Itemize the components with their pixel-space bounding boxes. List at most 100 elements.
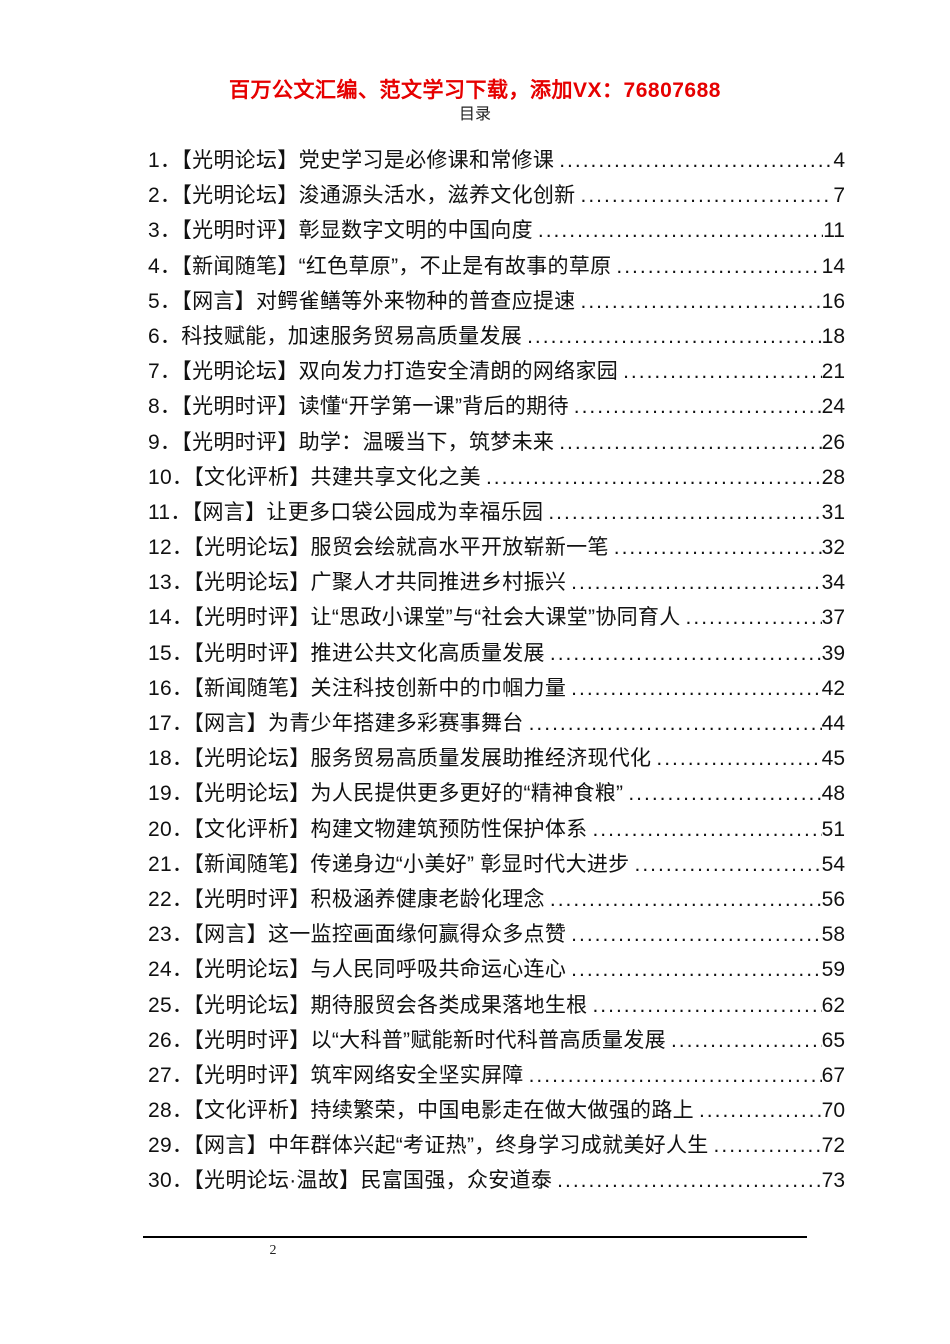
toc-entry-title: 19．【光明论坛】为人民提供更多更好的“精神食粮” [148,782,624,806]
dot-leader [569,389,822,424]
dot-leader [566,671,821,706]
toc-entry-title: 5．【网言】对鳄雀鳝等外来物种的普查应提速 [148,289,576,313]
toc-entry[interactable]: 23．【网言】这一监控画面缘何赢得众多点赞 58 [148,917,845,952]
toc-entry-page: 70 [821,1099,845,1123]
dot-leader [566,952,821,987]
toc-entry[interactable]: 6．科技赋能，加速服务贸易高质量发展 18 [148,319,845,354]
toc-entry-page: 65 [821,1028,845,1052]
toc-entry[interactable]: 24．【光明论坛】与人民同呼吸共命运心连心 59 [148,952,845,987]
dot-leader [552,1163,821,1198]
dot-leader [533,213,823,248]
toc-entry-title: 10．【文化评析】共建共享文化之美 [148,465,481,489]
toc-heading: 目录 [458,106,491,123]
toc-entry-title: 25．【光明论坛】期待服贸会各类成果落地生根 [148,993,588,1017]
toc-entry-page: 4 [833,149,845,172]
toc-entry[interactable]: 8．【光明时评】读懂“开学第一课”背后的期待 24 [148,389,845,424]
toc-entry[interactable]: 20．【文化评析】构建文物建筑预防性保护体系 51 [148,812,845,847]
toc-entry-page: 28 [821,465,845,489]
toc-entry[interactable]: 16．【新闻随笔】关注科技创新中的巾帼力量 42 [148,671,845,706]
toc-entry-title: 1．【光明论坛】党史学习是必修课和常修课 [148,149,555,172]
dot-leader [545,636,822,671]
toc-entry[interactable]: 17．【网言】为青少年搭建多彩赛事舞台 44 [148,706,845,741]
toc-entry-page: 39 [821,641,845,665]
toc-entry[interactable]: 10．【文化评析】共建共享文化之美 28 [148,460,845,495]
toc-entry[interactable]: 4．【新闻随笔】“红色草原”，不止是有故事的草原 14 [148,249,845,284]
dot-leader [618,354,822,389]
toc-entry-page: 42 [821,676,845,700]
toc-entry[interactable]: 28．【文化评析】持续繁荣，中国电影走在做大做强的路上 70 [148,1093,845,1128]
toc-entry-title: 2．【光明论坛】浚通源头活水，滋养文化创新 [148,184,576,208]
dot-leader [709,1128,822,1163]
dot-leader [554,425,821,460]
toc-entry-title: 12．【光明论坛】服贸会绘就高水平开放崭新一笔 [148,536,609,560]
toc-entry[interactable]: 27．【光明时评】筑牢网络安全坚实屏障 67 [148,1058,845,1093]
toc-entry-title: 3．【光明时评】彰显数字文明的中国向度 [148,219,533,243]
footer-divider-line [143,1236,807,1238]
footer-page-number: 2 [269,1243,277,1258]
toc-entry-title: 4．【新闻随笔】“红色草原”，不止是有故事的草原 [148,254,612,278]
toc-entry-page: 14 [821,254,845,278]
toc-entry[interactable]: 14．【光明时评】让“思政小课堂”与“社会大课堂”协同育人 37 [148,600,845,635]
dot-leader [694,1093,822,1128]
dot-leader [522,319,822,354]
toc-entry-title: 23．【网言】这一监控画面缘何赢得众多点赞 [148,923,567,947]
dot-leader [681,600,822,635]
toc-entry-title: 8．【光明时评】读懂“开学第一课”背后的期待 [148,395,569,419]
toc-entry[interactable]: 3．【光明时评】彰显数字文明的中国向度 11 [148,213,845,248]
toc-entry[interactable]: 30．【光明论坛·温故】民富国强，众安道泰 73 [148,1163,845,1198]
toc-entry[interactable]: 26．【光明时评】以“大科普”赋能新时代科普高质量发展 65 [148,1023,845,1058]
toc-entry-title: 21．【新闻随笔】传递身边“小美好” 彰显时代大进步 [148,852,630,876]
toc-entry-title: 20．【文化评析】构建文物建筑预防性保护体系 [148,817,588,841]
dot-leader [481,460,822,495]
toc-entry-page: 24 [821,395,845,419]
toc-entry[interactable]: 21．【新闻随笔】传递身边“小美好” 彰显时代大进步 54 [148,847,845,882]
toc-entry[interactable]: 7．【光明论坛】双向发力打造安全清朗的网络家园 21 [148,354,845,389]
toc-entry-title: 24．【光明论坛】与人民同呼吸共命运心连心 [148,958,567,982]
toc-entry[interactable]: 22．【光明时评】积极涵养健康老龄化理念 56 [148,882,845,917]
toc-entry[interactable]: 12．【光明论坛】服贸会绘就高水平开放崭新一笔 32 [148,530,845,565]
toc-entry-page: 54 [821,852,845,876]
toc-entry[interactable]: 1．【光明论坛】党史学习是必修课和常修课 4 [148,143,845,178]
toc-entry-page: 62 [821,993,845,1017]
dot-leader [545,882,822,917]
toc-entry[interactable]: 2．【光明论坛】浚通源头活水，滋养文化创新 7 [148,178,845,213]
toc-entry-page: 59 [821,958,845,982]
toc-entry-title: 9．【光明时评】助学：温暖当下，筑梦未来 [148,430,555,454]
toc-entry-title: 26．【光明时评】以“大科普”赋能新时代科普高质量发展 [148,1028,666,1052]
toc-entry-title: 17．【网言】为青少年搭建多彩赛事舞台 [148,712,524,735]
toc-entry[interactable]: 15．【光明时评】推进公共文化高质量发展 39 [148,636,845,671]
toc-entry[interactable]: 13．【光明论坛】广聚人才共同推进乡村振兴 34 [148,565,845,600]
dot-leader [666,1023,822,1058]
toc-entry[interactable]: 18．【光明论坛】服务贸易高质量发展助推经济现代化 45 [148,741,845,776]
toc-entry-page: 56 [821,887,845,911]
dot-leader [543,495,821,530]
toc-entry[interactable]: 25．【光明论坛】期待服贸会各类成果落地生根 62 [148,988,845,1023]
toc-entry[interactable]: 5．【网言】对鳄雀鳝等外来物种的普查应提速 16 [148,284,845,319]
toc-entry-page: 21 [821,360,845,384]
toc-entry-page: 45 [821,747,845,771]
toc-entry-page: 48 [821,782,845,806]
toc-entry-title: 13．【光明论坛】广聚人才共同推进乡村振兴 [148,571,567,595]
toc-entry-title: 29．【网言】中年群体兴起“考证热”，终身学习成就美好人生 [148,1134,709,1158]
toc-entry-title: 27．【光明时评】筑牢网络安全坚实屏障 [148,1063,524,1087]
toc-entry-page: 51 [821,817,845,841]
toc-entry[interactable]: 9．【光明时评】助学：温暖当下，筑梦未来 26 [148,425,845,460]
toc-entry-page: 72 [821,1134,845,1158]
toc-entry-page: 67 [821,1063,845,1087]
toc-entry-page: 34 [821,571,845,595]
dot-leader [575,178,833,213]
toc-entry-title: 6．科技赋能，加速服务贸易高质量发展 [148,324,523,348]
toc-entry[interactable]: 29．【网言】中年群体兴起“考证热”，终身学习成就美好人生 72 [148,1128,845,1163]
dot-leader [611,249,821,284]
toc-entry-title: 30．【光明论坛·温故】民富国强，众安道泰 [148,1169,553,1193]
toc-entry-title: 22．【光明时评】积极涵养健康老龄化理念 [148,887,545,911]
dot-leader [623,776,821,811]
toc-entry[interactable]: 19．【光明论坛】为人民提供更多更好的“精神食粮” 48 [148,776,845,811]
toc-entry[interactable]: 11．【网言】让更多口袋公园成为幸福乐园 31 [148,495,845,530]
toc-entry-page: 31 [821,500,845,524]
toc-entry-page: 7 [833,184,845,208]
dot-leader [609,530,822,565]
dot-leader [524,1058,822,1093]
promo-header-text: 百万公文汇编、范文学习下载，添加VX：76807688 [229,79,721,102]
